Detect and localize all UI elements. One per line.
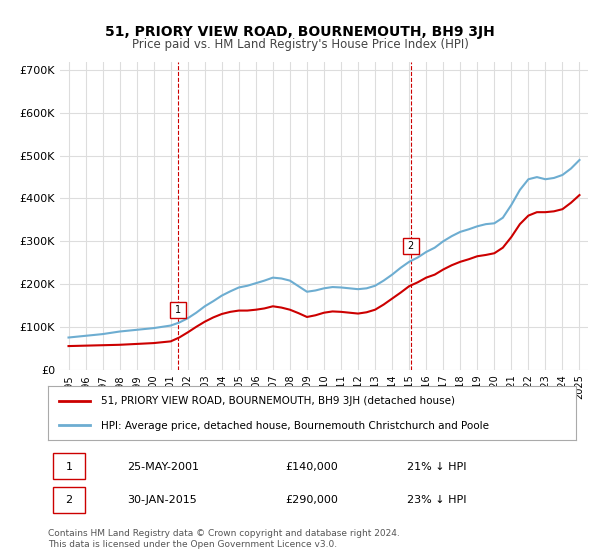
Text: 1: 1 xyxy=(65,462,73,472)
FancyBboxPatch shape xyxy=(53,487,85,512)
Text: 2: 2 xyxy=(407,241,413,250)
Text: HPI: Average price, detached house, Bournemouth Christchurch and Poole: HPI: Average price, detached house, Bour… xyxy=(101,421,489,431)
Text: 51, PRIORY VIEW ROAD, BOURNEMOUTH, BH9 3JH (detached house): 51, PRIORY VIEW ROAD, BOURNEMOUTH, BH9 3… xyxy=(101,396,455,407)
Text: Price paid vs. HM Land Registry's House Price Index (HPI): Price paid vs. HM Land Registry's House … xyxy=(131,38,469,51)
Text: 25-MAY-2001: 25-MAY-2001 xyxy=(127,462,199,472)
Text: £140,000: £140,000 xyxy=(286,462,338,472)
Text: 2: 2 xyxy=(65,496,73,506)
Text: 21% ↓ HPI: 21% ↓ HPI xyxy=(407,462,467,472)
Text: 1: 1 xyxy=(175,305,181,315)
Text: 30-JAN-2015: 30-JAN-2015 xyxy=(127,496,197,506)
Text: £290,000: £290,000 xyxy=(286,496,338,506)
Text: 23% ↓ HPI: 23% ↓ HPI xyxy=(407,496,467,506)
Text: Contains HM Land Registry data © Crown copyright and database right 2024.
This d: Contains HM Land Registry data © Crown c… xyxy=(48,529,400,549)
FancyBboxPatch shape xyxy=(53,454,85,479)
Text: 51, PRIORY VIEW ROAD, BOURNEMOUTH, BH9 3JH: 51, PRIORY VIEW ROAD, BOURNEMOUTH, BH9 3… xyxy=(105,25,495,39)
